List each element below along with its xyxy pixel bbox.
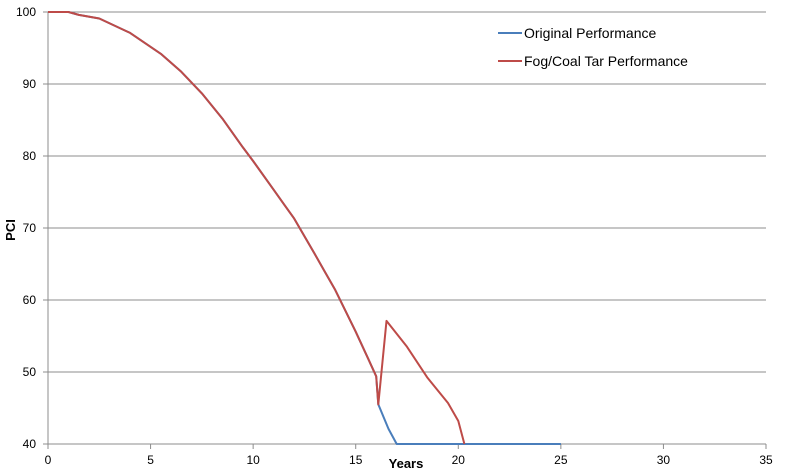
x-tick-label-15: 15 [349,453,363,467]
legend: Original Performance Fog/Coal Tar Perfor… [498,25,688,69]
y-axis-title: PCI [3,219,18,241]
y-tick-label-90: 90 [23,77,37,91]
x-tick-label-0: 0 [45,453,52,467]
grid-layer [48,11,766,373]
x-tick-label-30: 30 [657,453,671,467]
y-tick-label-70: 70 [23,221,37,235]
y-tick-label-60: 60 [23,293,37,307]
axis-layer: 40 50 60 70 80 90 100 0 5 10 15 20 25 30 35 [16,5,773,467]
series-line-1 [48,11,466,445]
legend-label-original-performance: Original Performance [524,25,656,41]
legend-label-fog-coal-tar-performance: Fog/Coal Tar Performance [524,53,688,69]
y-tick-label-40: 40 [23,437,37,451]
x-tick-label-35: 35 [759,453,773,467]
x-tick-label-25: 25 [554,453,568,467]
y-tick-label-100: 100 [16,5,36,19]
x-axis-title: Years [389,456,424,471]
series-layer [48,11,561,445]
x-tick-label-20: 20 [452,453,466,467]
x-tick-label-5: 5 [147,453,154,467]
y-tick-label-80: 80 [23,149,37,163]
x-tick-label-10: 10 [246,453,260,467]
y-tick-label-50: 50 [23,365,37,379]
